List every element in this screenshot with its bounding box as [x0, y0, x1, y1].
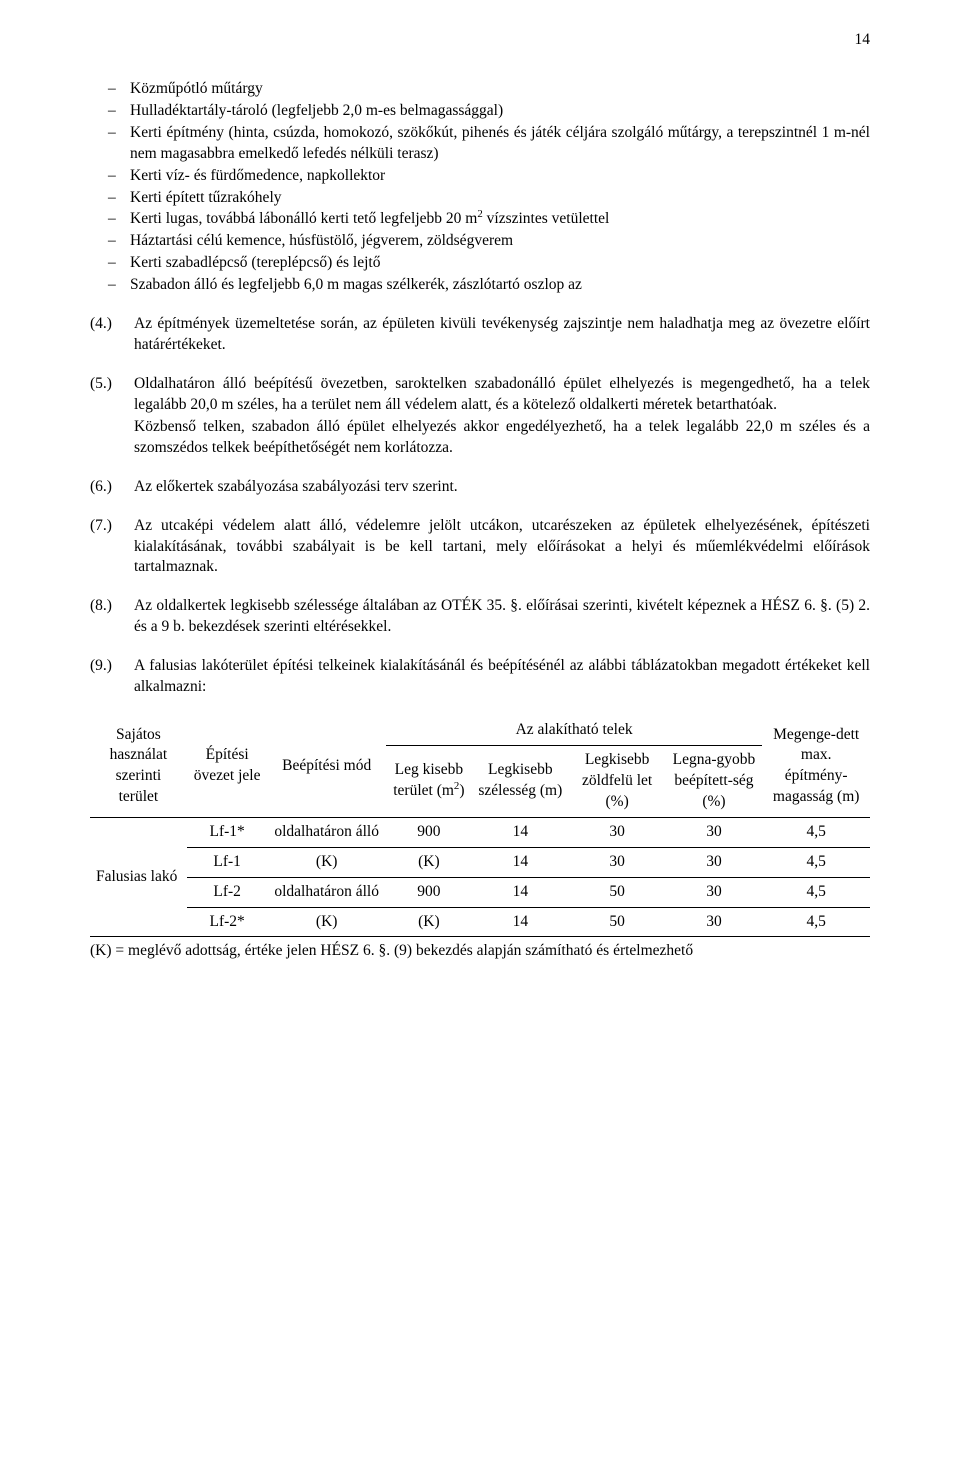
cell: 14	[472, 907, 569, 937]
cell: 900	[386, 817, 472, 847]
cell: Lf-2*	[187, 907, 268, 937]
paragraph-text: Oldalhatáron álló beépítésű övezetben, s…	[134, 374, 870, 459]
cell: 30	[666, 907, 763, 937]
paragraph-9: (9.) A falusias lakóterület építési telk…	[90, 656, 870, 698]
list-item: Szabadon álló és legfeljebb 6,0 m magas …	[130, 275, 870, 296]
paragraph-marker: (9.)	[90, 656, 134, 698]
col-header: Leg kisebb terület (m2)	[386, 745, 472, 817]
cell: (K)	[386, 907, 472, 937]
col-header: Legkisebb szélesség (m)	[472, 745, 569, 817]
paragraph-line: Oldalhatáron álló beépítésű övezetben, s…	[134, 374, 870, 416]
cell: 14	[472, 817, 569, 847]
cell: oldalhatáron álló	[268, 817, 386, 847]
table-row: Lf-2* (K) (K) 14 50 30 4,5	[90, 907, 870, 937]
cell: 30	[666, 877, 763, 907]
cell: oldalhatáron álló	[268, 877, 386, 907]
cell: 900	[386, 877, 472, 907]
table-row: Lf-2 oldalhatáron álló 900 14 50 30 4,5	[90, 877, 870, 907]
paragraph-marker: (8.)	[90, 596, 134, 638]
paragraph-5: (5.) Oldalhatáron álló beépítésű övezetb…	[90, 374, 870, 459]
list-item: Háztartási célú kemence, húsfüstölő, jég…	[130, 231, 870, 252]
col-header: Legkisebb zöldfelü let (%)	[569, 745, 666, 817]
paragraph-text: Az építmények üzemeltetése során, az épü…	[134, 314, 870, 356]
cell: Lf-2	[187, 877, 268, 907]
cell: 30	[569, 847, 666, 877]
row-label: Falusias lakó	[90, 817, 187, 937]
paragraph-8: (8.) Az oldalkertek legkisebb szélessége…	[90, 596, 870, 638]
col-header: Beépítési mód	[268, 716, 386, 817]
page-number: 14	[90, 30, 870, 51]
cell: 50	[569, 877, 666, 907]
paragraph-marker: (6.)	[90, 477, 134, 498]
paragraph-line: Közbenső telken, szabadon álló épület el…	[134, 417, 870, 459]
paragraph-marker: (4.)	[90, 314, 134, 356]
cell: 4,5	[762, 847, 870, 877]
bullet-list: Közműpótló műtárgy Hulladéktartály-tárol…	[90, 79, 870, 296]
paragraph-text: Az oldalkertek legkisebb szélessége álta…	[134, 596, 870, 638]
cell: (K)	[386, 847, 472, 877]
col-header: Sajátos használat szerinti terület	[90, 716, 187, 817]
table-footnote: (K) = meglévő adottság, értéke jelen HÉS…	[90, 941, 870, 962]
paragraph-marker: (5.)	[90, 374, 134, 459]
cell: 14	[472, 877, 569, 907]
col-header: Legna-gyobb beépített-ség (%)	[666, 745, 763, 817]
cell: 4,5	[762, 817, 870, 847]
cell: 4,5	[762, 907, 870, 937]
paragraph-marker: (7.)	[90, 516, 134, 579]
list-item: Kerti szabadlépcső (tereplépcső) és lejt…	[130, 253, 870, 274]
list-item: Hulladéktartály-tároló (legfeljebb 2,0 m…	[130, 101, 870, 122]
paragraph-text: Az előkertek szabályozása szabályozási t…	[134, 477, 870, 498]
cell: 30	[666, 817, 763, 847]
regulation-table: Sajátos használat szerinti terület Építé…	[90, 716, 870, 937]
cell: 30	[569, 817, 666, 847]
cell: (K)	[268, 847, 386, 877]
paragraph-6: (6.) Az előkertek szabályozása szabályoz…	[90, 477, 870, 498]
col-header-group: Az alakítható telek	[386, 716, 763, 745]
list-item: Kerti építmény (hinta, csúzda, homokozó,…	[130, 123, 870, 165]
cell: 14	[472, 847, 569, 877]
list-item: Közműpótló műtárgy	[130, 79, 870, 100]
col-header: Építési övezet jele	[187, 716, 268, 817]
cell: Lf-1*	[187, 817, 268, 847]
cell: (K)	[268, 907, 386, 937]
cell: Lf-1	[187, 847, 268, 877]
paragraph-text: Az utcaképi védelem alatt álló, védelemr…	[134, 516, 870, 579]
cell: 30	[666, 847, 763, 877]
list-item: Kerti épített tűzrakóhely	[130, 188, 870, 209]
list-item: Kerti lugas, továbbá lábonálló kerti tet…	[130, 209, 870, 230]
paragraph-7: (7.) Az utcaképi védelem alatt álló, véd…	[90, 516, 870, 579]
cell: 50	[569, 907, 666, 937]
cell: 4,5	[762, 877, 870, 907]
list-item: Kerti víz- és fürdőmedence, napkollektor	[130, 166, 870, 187]
col-header: Megenge-dett max. építmény-magasság (m)	[762, 716, 870, 817]
table-row: Lf-1 (K) (K) 14 30 30 4,5	[90, 847, 870, 877]
paragraph-text: A falusias lakóterület építési telkeinek…	[134, 656, 870, 698]
table-row: Falusias lakó Lf-1* oldalhatáron álló 90…	[90, 817, 870, 847]
paragraph-4: (4.) Az építmények üzemeltetése során, a…	[90, 314, 870, 356]
